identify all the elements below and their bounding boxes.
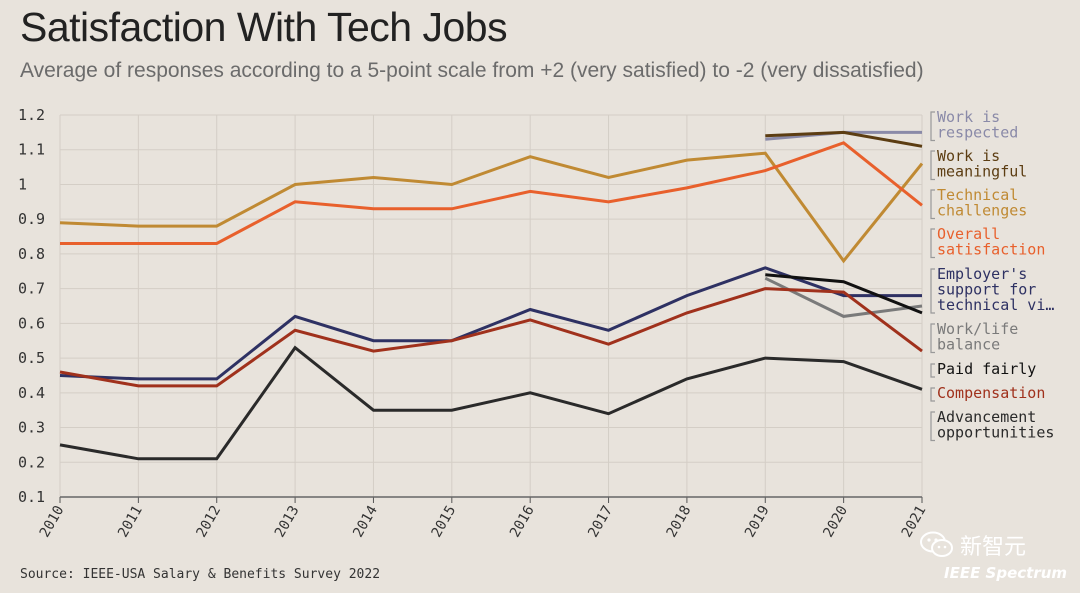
series-line: [765, 130, 923, 148]
y-tick-label: 0.9: [18, 210, 45, 228]
chart-title: Satisfaction With Tech Jobs: [20, 4, 508, 50]
legend-label: balance: [937, 336, 1000, 354]
x-tick-label: 2011: [115, 503, 146, 540]
legend-label: respected: [937, 124, 1018, 142]
legend-label: support for: [937, 281, 1036, 299]
x-tick-label: 2013: [272, 503, 303, 540]
chart-subtitle: Average of responses according to a 5-po…: [20, 59, 924, 82]
legend-bracket: [930, 228, 935, 259]
legend-label: Advancement: [937, 408, 1036, 426]
legend-bracket: [930, 150, 935, 181]
y-tick-label: 0.5: [18, 349, 45, 367]
legend-label: Paid fairly: [937, 360, 1036, 378]
x-tick-label: 2017: [585, 503, 616, 540]
legend-bracket: [930, 363, 935, 378]
legend-bracket: [930, 268, 935, 314]
legend-label: meaningful: [937, 163, 1027, 181]
x-tick-label: 2010: [37, 503, 68, 540]
legend-label: Technical: [937, 186, 1018, 204]
y-tick-label: 0.3: [18, 419, 45, 437]
watermark-text: 新智元: [960, 535, 1027, 560]
legend-bracket: [930, 111, 935, 142]
series-line: [59, 345, 923, 461]
chart-source: Source: IEEE-USA Salary & Benefits Surve…: [20, 567, 381, 582]
legend-label: satisfaction: [937, 241, 1045, 259]
series-line: [59, 151, 924, 264]
x-tick-label: 2012: [193, 503, 224, 540]
legend-label: Work/life: [937, 320, 1018, 338]
legend-label: Employer's: [937, 265, 1027, 283]
legend-label: opportunities: [937, 424, 1054, 442]
legend-bracket: [930, 323, 935, 354]
series-lines: [59, 130, 924, 461]
y-tick-label: 0.7: [18, 280, 45, 298]
legend-label: Overall: [937, 225, 1000, 243]
grid: [59, 114, 923, 498]
x-tick-label: 2018: [664, 503, 695, 540]
y-tick-label: 1.1: [18, 141, 45, 159]
y-tick-label: 0.8: [18, 245, 45, 263]
y-tick-label: 0.6: [18, 314, 45, 332]
y-tick-label: 0.2: [18, 453, 45, 471]
legend-label: challenges: [937, 202, 1027, 220]
x-tick-label: 2019: [742, 503, 773, 540]
y-tick-label: 1: [18, 175, 27, 193]
y-tick-label: 0.4: [18, 384, 45, 402]
watermark: 新智元: [920, 529, 1026, 561]
series-line: [765, 273, 923, 315]
legend-label: Work is: [937, 147, 1000, 165]
legend-bracket: [930, 189, 935, 220]
y-tick-label: 1.2: [18, 106, 45, 124]
x-tick-label: 2015: [429, 503, 460, 540]
series-line: [59, 287, 923, 388]
x-axis: 2010 2011 2012 2013 2014 2015 2016 2017 2018 2019…: [37, 496, 929, 540]
x-tick-label: 2020: [820, 503, 851, 540]
x-tick-label: 2014: [350, 503, 381, 540]
x-tick-label: 2016: [507, 503, 538, 540]
legend-label: Compensation: [937, 384, 1045, 402]
series-line: [59, 266, 922, 381]
legend-label: technical vi…: [937, 296, 1054, 314]
brand-logo: IEEE Spectrum: [944, 564, 1068, 582]
y-tick-label: 0.1: [18, 488, 45, 506]
series-line: [60, 141, 923, 245]
y-axis: 0.1 0.2 0.3 0.4 0.5 0.6 0.7 0.8 0.9 1 1.1 1.2: [18, 106, 45, 506]
legend-bracket: [930, 411, 935, 442]
wechat-icon: [920, 531, 953, 557]
legend-bracket: [930, 387, 935, 402]
legend-label: Work is: [937, 108, 1000, 126]
